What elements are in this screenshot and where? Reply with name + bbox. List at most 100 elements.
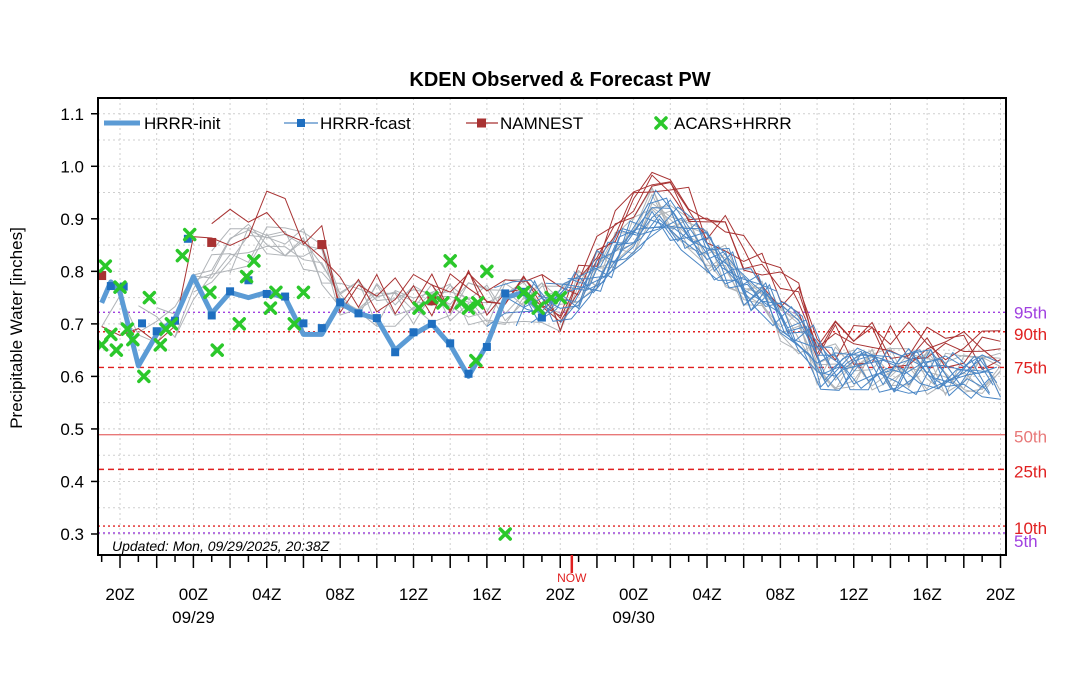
hrrr-fcast-marker <box>152 327 161 336</box>
y-tick-label: 0.5 <box>60 420 84 439</box>
y-tick-label: 0.6 <box>60 367 84 386</box>
acars-point <box>126 332 140 347</box>
acars-point <box>239 269 254 284</box>
acars-point <box>544 290 558 305</box>
hrrr-fcast-runs <box>486 189 1001 400</box>
x-tick-label: 00Z <box>179 585 208 604</box>
hrrr-fcast-marker <box>119 282 128 291</box>
old-run-line <box>193 206 1001 394</box>
percentile-label-90th: 90th <box>1014 325 1047 344</box>
old-run-line <box>211 186 1001 395</box>
percentile-label-75th: 75th <box>1014 358 1047 377</box>
percentile-label-50th: 50th <box>1014 428 1047 447</box>
hrrr-fcast-marker <box>106 282 115 291</box>
x-tick-label: 08Z <box>766 585 795 604</box>
nam-run-line <box>101 181 1001 360</box>
hrrr-fcast-marker <box>317 324 326 333</box>
acars-point <box>269 285 283 300</box>
acars-point <box>247 254 261 268</box>
x-tick-label: 04Z <box>692 585 721 604</box>
acars-point <box>137 369 151 384</box>
namnest-marker <box>98 271 107 281</box>
acars-point <box>498 527 512 541</box>
hrrr-fcast-marker <box>446 339 455 348</box>
nam-run-line <box>211 174 1001 361</box>
acars-point <box>175 248 190 263</box>
namnest-marker <box>207 237 217 247</box>
acars-point <box>263 301 278 315</box>
x-axis: 20Z 00Z 09/29 04Z 08Z 12Z 16Z 20Z 00Z 09/30 04Z 08Z… <box>100 555 1015 627</box>
acars-point <box>120 322 135 336</box>
acars-point <box>296 285 311 300</box>
acars-point <box>113 280 127 294</box>
y-tick-label: 1.0 <box>60 157 84 176</box>
acars-point <box>461 301 476 315</box>
namnest-marker <box>317 240 327 250</box>
percentile-lines <box>98 311 1006 534</box>
hrrr-fcast-marker <box>299 319 308 328</box>
hrrr-fcast-marker <box>482 342 491 351</box>
acars-point <box>210 343 224 357</box>
x-tick-label: 20Z <box>105 585 134 604</box>
hrrr-fcast-marker <box>207 311 216 320</box>
percentile-label-95th: 95th <box>1014 303 1047 322</box>
legend-acars-label: ACARS+HRRR <box>674 114 792 133</box>
fcast-run-line <box>559 199 1001 386</box>
grid <box>98 98 1006 555</box>
hrrr-fcast-marker <box>391 348 400 357</box>
acars-point <box>164 317 179 331</box>
legend-acars-swatch <box>654 116 668 130</box>
legend-hrrr_init-label: HRRR-init <box>144 114 221 133</box>
x-tick-label: 16Z <box>472 585 501 604</box>
x-tick-label: 16Z <box>912 585 941 604</box>
x-tick-label: 08Z <box>325 585 354 604</box>
now-label: NOW <box>557 571 587 585</box>
old-run-line <box>101 208 1001 398</box>
y-tick-label: 1.1 <box>60 105 84 124</box>
acars-point <box>480 264 494 279</box>
x-date-label: 09/29 <box>172 608 215 627</box>
fcast-run-line <box>515 217 994 390</box>
plot-frame <box>97 97 1007 556</box>
hrrr-fcast-marker <box>501 289 510 298</box>
hrrr-fcast-marker <box>372 314 381 323</box>
hrrr-fcast-marker <box>354 309 363 318</box>
hrrr-fcast-marker <box>409 328 418 337</box>
x-tick-label: 12Z <box>839 585 868 604</box>
data-markers <box>98 227 568 541</box>
y-axis: 0.3 0.4 0.5 0.6 0.7 0.8 0.9 1.0 1.1 <box>60 105 98 544</box>
legend-hrrr_fcast-label: HRRR-fcast <box>320 114 411 133</box>
acars-point <box>287 317 302 331</box>
hrrr-fcast-marker <box>427 319 436 328</box>
acars-point <box>524 290 538 305</box>
namnest-runs <box>101 171 1001 371</box>
hrrr-fcast-marker <box>262 289 271 298</box>
acars-point <box>203 285 217 300</box>
y-tick-label: 0.3 <box>60 525 84 544</box>
acars-point <box>425 290 439 305</box>
x-tick-label: 00Z <box>619 585 648 604</box>
namnest-marker <box>427 296 437 306</box>
fcast-run-line <box>486 207 1001 400</box>
now-marker: NOW <box>557 555 587 585</box>
nam-run-line <box>541 186 1001 368</box>
x-tick-label: 12Z <box>399 585 428 604</box>
acars-point <box>436 296 450 310</box>
acars-point <box>553 290 568 305</box>
percentile-label-25th: 25th <box>1014 462 1047 481</box>
acars-point <box>470 296 485 310</box>
hrrr-fcast-marker <box>138 319 147 328</box>
percentile-label-5th: 5th <box>1014 532 1038 551</box>
legend-namnest-swatch <box>477 118 486 128</box>
hrrr-fcast-marker <box>226 287 235 296</box>
y-axis-label: Precipitable Water [inches] <box>7 227 26 429</box>
legend-namnest-label: NAMNEST <box>500 114 583 133</box>
fcast-run-line <box>538 220 998 386</box>
hrrr-fcast-marker <box>464 369 473 378</box>
x-tick-label: 20Z <box>986 585 1015 604</box>
hrrr-fcast-marker <box>336 298 345 307</box>
acars-point <box>104 327 118 342</box>
updated-timestamp: Updated: Mon, 09/29/2025, 20:38Z <box>112 538 330 554</box>
